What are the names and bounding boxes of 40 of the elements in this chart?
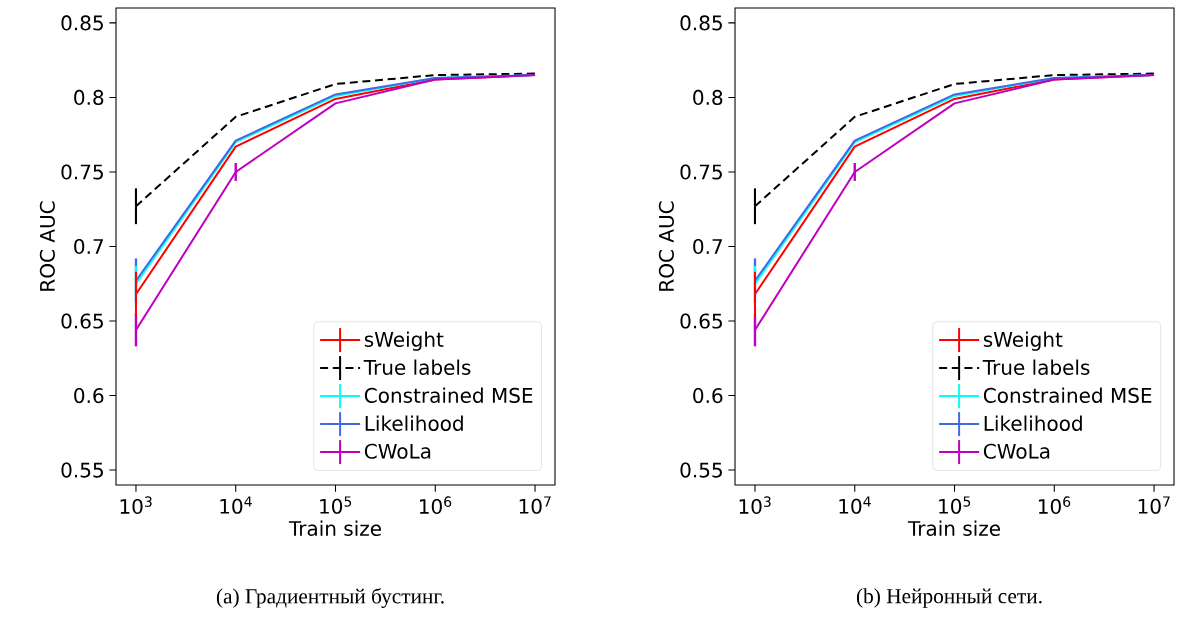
y-tick-label: 0.55 xyxy=(680,462,722,478)
legend-label: sWeight xyxy=(364,331,444,351)
legend-label: Likelihood xyxy=(365,415,463,431)
x-axis-title: Train size xyxy=(907,520,1000,536)
x-axis-title: Train size xyxy=(288,520,381,536)
legend-label: CWoLa xyxy=(983,443,1050,459)
x-tick-label: 10$^{5}$ xyxy=(939,496,971,514)
y-tick-label: 0.8 xyxy=(74,89,104,105)
legend-label: Constrained MSE xyxy=(983,387,1152,403)
y-tick-label: 0.75 xyxy=(61,164,103,180)
x-tick-label: 10$^{4}$ xyxy=(839,496,871,514)
y-tick-label: 0.55 xyxy=(61,462,103,478)
text: (b) Нейронный сети. xyxy=(856,588,1042,608)
y-tick-label: 0.65 xyxy=(680,313,722,329)
y-tick-label: 0.6 xyxy=(74,387,104,404)
y-tick-label: 0.65 xyxy=(61,313,103,329)
legend-label: True labels xyxy=(982,359,1090,375)
x-tick-label: 10$^{7}$ xyxy=(1138,496,1170,514)
x-tick-label: 10$^{4}$ xyxy=(220,496,252,514)
text: (a) Градиентный бустинг. xyxy=(216,588,444,608)
y-axis-title: ROC AUC xyxy=(658,201,674,291)
legend-label: Constrained MSE xyxy=(364,387,533,403)
y-tick-label: 0.6 xyxy=(693,387,723,404)
legend-label: CWoLa xyxy=(364,443,431,459)
x-tick-label: 10$^{7}$ xyxy=(519,496,551,514)
legend-label: sWeight xyxy=(983,331,1063,351)
y-tick-label: 0.7 xyxy=(693,238,722,255)
x-tick-label: 10$^{5}$ xyxy=(320,496,352,514)
x-tick-label: 10$^{6}$ xyxy=(419,496,452,515)
y-tick-label: 0.8 xyxy=(693,89,723,105)
x-tick-label: 10$^{3}$ xyxy=(739,496,771,515)
x-tick-label: 10$^{3}$ xyxy=(120,496,152,515)
x-tick-label: 10$^{6}$ xyxy=(1038,496,1071,515)
y-tick-label: 0.85 xyxy=(680,15,722,31)
y-tick-label: 0.7 xyxy=(74,238,103,255)
legend-label: Likelihood xyxy=(984,415,1082,431)
y-axis-title: ROC AUC xyxy=(39,201,55,291)
y-tick-label: 0.75 xyxy=(680,164,722,180)
y-tick-label: 0.85 xyxy=(61,15,103,31)
legend-label: True labels xyxy=(363,359,471,375)
